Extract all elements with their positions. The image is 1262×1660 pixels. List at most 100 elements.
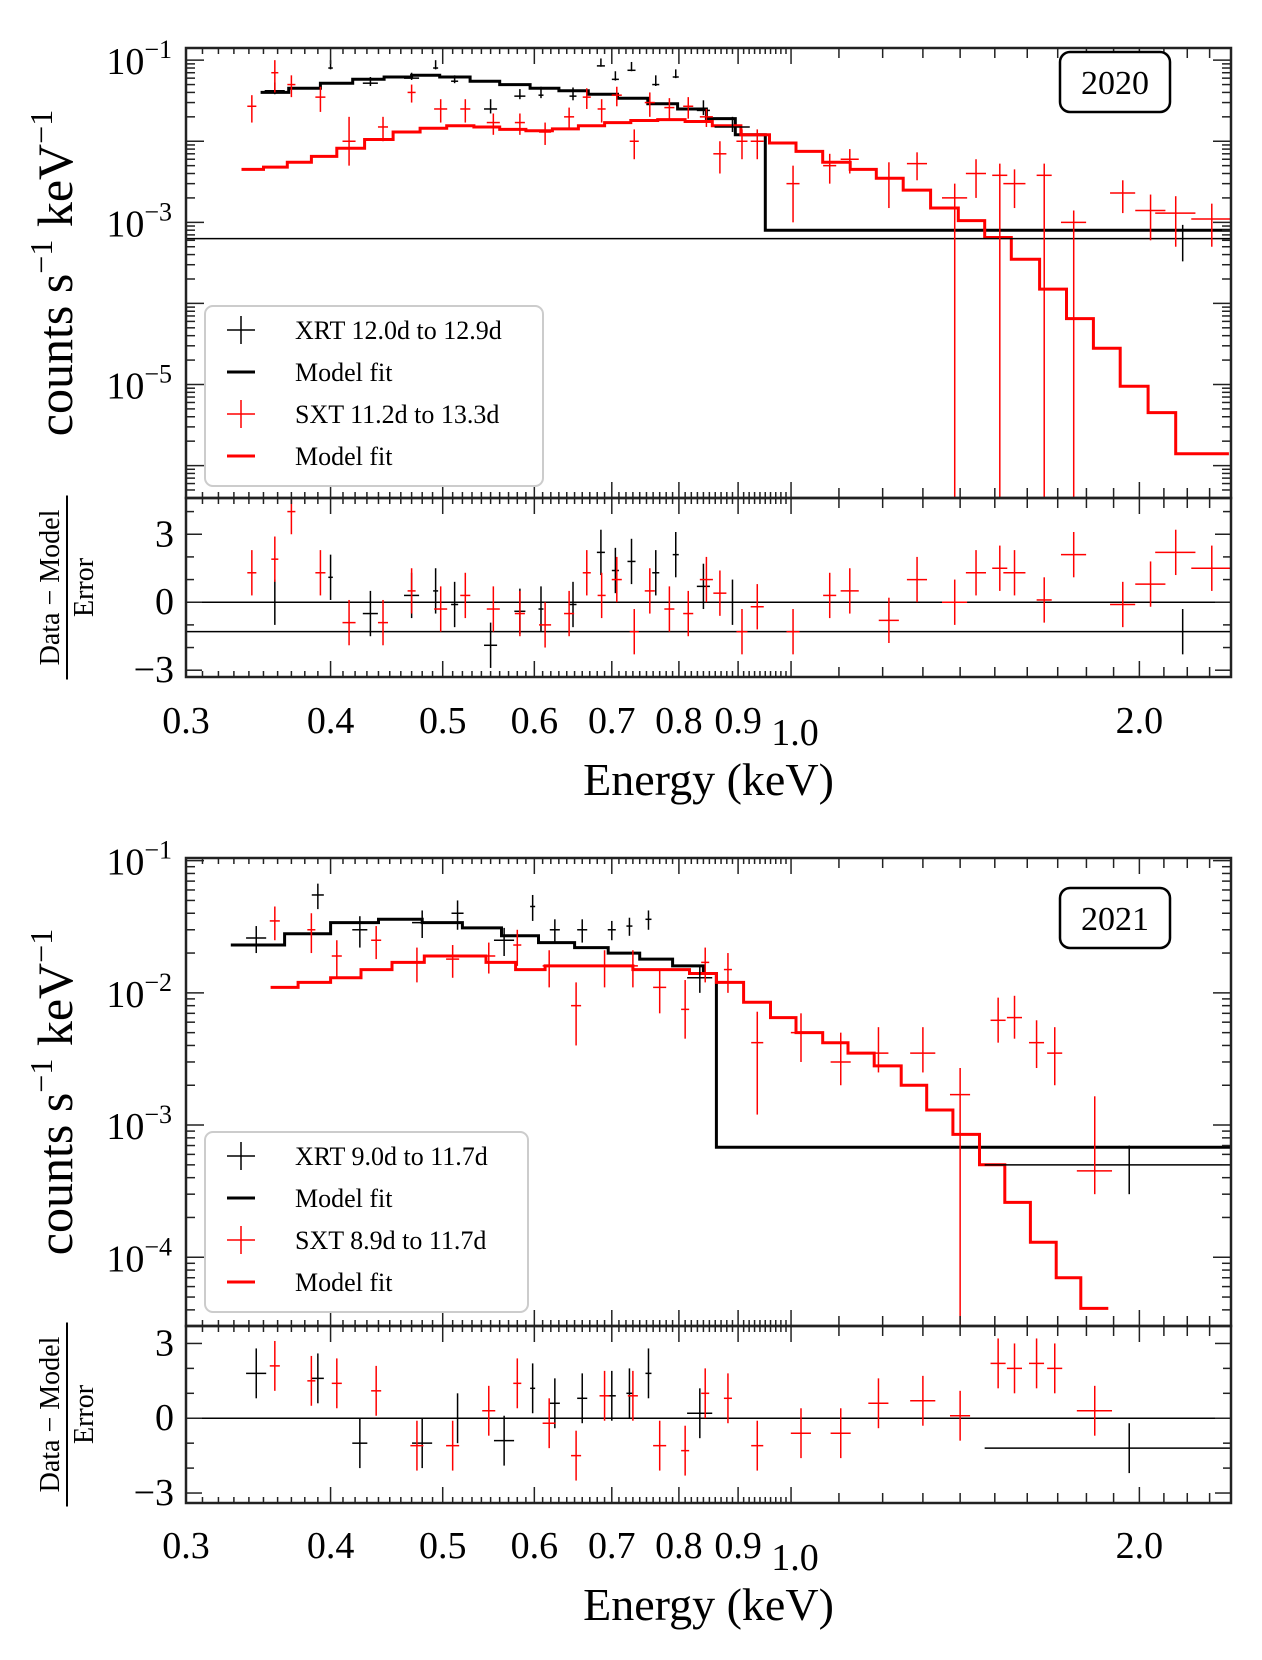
sxt-data-residual xyxy=(990,1338,1006,1389)
sxt-data-point xyxy=(582,88,591,109)
sxt-data-residual xyxy=(1110,581,1136,628)
sxt-data-residual xyxy=(371,1365,382,1416)
y-tick-label: 10−2 xyxy=(106,968,172,1016)
sxt-data-residual xyxy=(713,570,727,616)
xrt-data-point xyxy=(696,100,710,116)
sxt-data-point xyxy=(736,129,748,160)
sxt-data-residual xyxy=(542,1398,556,1449)
sxt-data-point xyxy=(446,945,460,978)
legend-entry: SXT 11.2d to 13.3d xyxy=(227,400,499,429)
x-tick-label: 0.8 xyxy=(655,1525,703,1567)
xrt-data-point xyxy=(412,910,433,938)
xrt-data-point xyxy=(451,900,464,930)
sxt-data-residual xyxy=(582,550,591,596)
sxt-data-residual xyxy=(868,1378,889,1429)
sxt-data-point xyxy=(571,982,582,1046)
sxt-data-point xyxy=(1003,169,1026,209)
sxt-data-residual xyxy=(683,590,694,637)
sxt-data-residual xyxy=(1003,550,1026,596)
xrt-data-residual xyxy=(626,1368,633,1419)
x-tick-label: 0.5 xyxy=(419,1525,467,1567)
sxt-data-residual xyxy=(564,590,575,637)
xrt-data-residual xyxy=(569,581,577,628)
sxt-data-residual xyxy=(410,1420,424,1471)
sxt-data-residual xyxy=(1191,545,1231,591)
sxt-data-residual xyxy=(434,586,448,632)
y-tick-label: 10−3 xyxy=(106,1100,172,1148)
x-tick-label: 0.3 xyxy=(162,1525,210,1567)
panel-bottom: 0.3 0.4 0.5 0.6 0.7 0.8 0.9 1.0 2.0 10−1 10−2 10−3 1… xyxy=(23,836,1233,1630)
sxt-data-residual xyxy=(1028,1338,1045,1389)
sxt-data-point xyxy=(1135,194,1166,241)
legend-entry: XRT 12.0d to 12.9d xyxy=(227,316,502,345)
legend-entry: SXT 8.9d to 11.7d xyxy=(227,1226,486,1255)
legend-label: XRT 9.0d to 11.7d xyxy=(295,1142,488,1171)
residual-label-numerator: Data − Model xyxy=(35,509,66,665)
sxt-data-residual xyxy=(699,556,713,603)
x-tick-label: 0.8 xyxy=(655,700,703,742)
sxt-data-point xyxy=(460,99,471,123)
sxt-data-residual xyxy=(342,599,356,646)
sxt-data-point xyxy=(486,113,500,135)
xrt-data-residual xyxy=(362,590,378,637)
y-axis-label: counts s−1 keV−1 xyxy=(23,929,83,1255)
x-tick-label: 0.6 xyxy=(511,1525,559,1567)
sxt-data-point xyxy=(407,84,416,103)
sxt-data-point xyxy=(786,165,800,223)
sxt-data-point xyxy=(830,1032,851,1086)
sxt-data-residual xyxy=(247,550,257,596)
resid-tick-label: −3 xyxy=(134,1472,174,1514)
x-axis-label: Energy (keV) xyxy=(583,1579,834,1630)
year-label-box xyxy=(1058,886,1172,950)
sxt-data-residual xyxy=(906,556,928,603)
sxt-data-residual xyxy=(840,568,859,614)
sxt-data-residual xyxy=(611,556,622,603)
sxt-data-residual xyxy=(910,1375,936,1426)
legend-label: XRT 12.0d to 12.9d xyxy=(295,316,502,345)
x-tick-label: 0.7 xyxy=(588,700,636,742)
xrt-data-residual xyxy=(611,547,619,594)
y-tick-label: 10−5 xyxy=(106,359,172,407)
x-tick-label: 0.7 xyxy=(588,1525,636,1567)
sxt-data-point xyxy=(315,86,326,112)
sxt-data-residual xyxy=(878,597,899,644)
legend-label: SXT 8.9d to 11.7d xyxy=(295,1226,486,1255)
resid-tick-label: 3 xyxy=(155,513,174,555)
sxt-data-residual xyxy=(629,609,639,655)
xrt-data-residual xyxy=(412,1418,433,1469)
sxt-data-residual xyxy=(941,579,968,625)
xrt-data-point xyxy=(186,224,1231,262)
sxt-data-residual xyxy=(1006,1343,1022,1394)
sxt-data-residual xyxy=(992,545,1008,591)
sxt-data-point xyxy=(599,950,610,988)
sxt-data-point xyxy=(713,141,727,174)
xrt-data-point xyxy=(484,99,498,114)
sxt-data-point xyxy=(247,95,257,123)
sxt-data-residual xyxy=(307,1355,316,1406)
sxt-data-residual xyxy=(965,550,986,596)
residual-plot-area xyxy=(186,498,1231,668)
x-tick-label: 1.0 xyxy=(771,1537,819,1579)
sxt-model-step-line xyxy=(270,954,1109,1310)
resid-tick-label: 3 xyxy=(155,1322,174,1364)
residual-axis-label: Data − Model Error xyxy=(35,1322,100,1507)
sxt-data-residual xyxy=(723,1373,732,1424)
x-axis-label: Energy (keV) xyxy=(583,754,834,805)
y-tick-label: 10−1 xyxy=(106,836,172,884)
sxt-data-point xyxy=(1006,995,1022,1039)
xrt-data-residual xyxy=(451,581,459,628)
sxt-data-point xyxy=(539,122,552,145)
xrt-data-point xyxy=(611,71,619,81)
sxt-data-residual xyxy=(830,1408,851,1459)
sxt-data-point xyxy=(514,113,525,135)
xrt-data-residual xyxy=(696,563,710,610)
legend-label: Model fit xyxy=(295,358,393,387)
xrt-data-point xyxy=(549,919,560,943)
xrt-data-residual xyxy=(264,579,285,625)
panel-top: 0.3 0.4 0.5 0.6 0.7 0.8 0.9 1.0 2.0 10−1 10−3 10−5 3… xyxy=(23,35,1233,805)
sxt-data-point xyxy=(949,1068,971,1326)
sxt-data-point xyxy=(1060,210,1087,498)
sxt-data-residual xyxy=(539,602,552,648)
xrt-data-residual xyxy=(652,550,660,596)
sxt-data-residual xyxy=(407,568,416,614)
